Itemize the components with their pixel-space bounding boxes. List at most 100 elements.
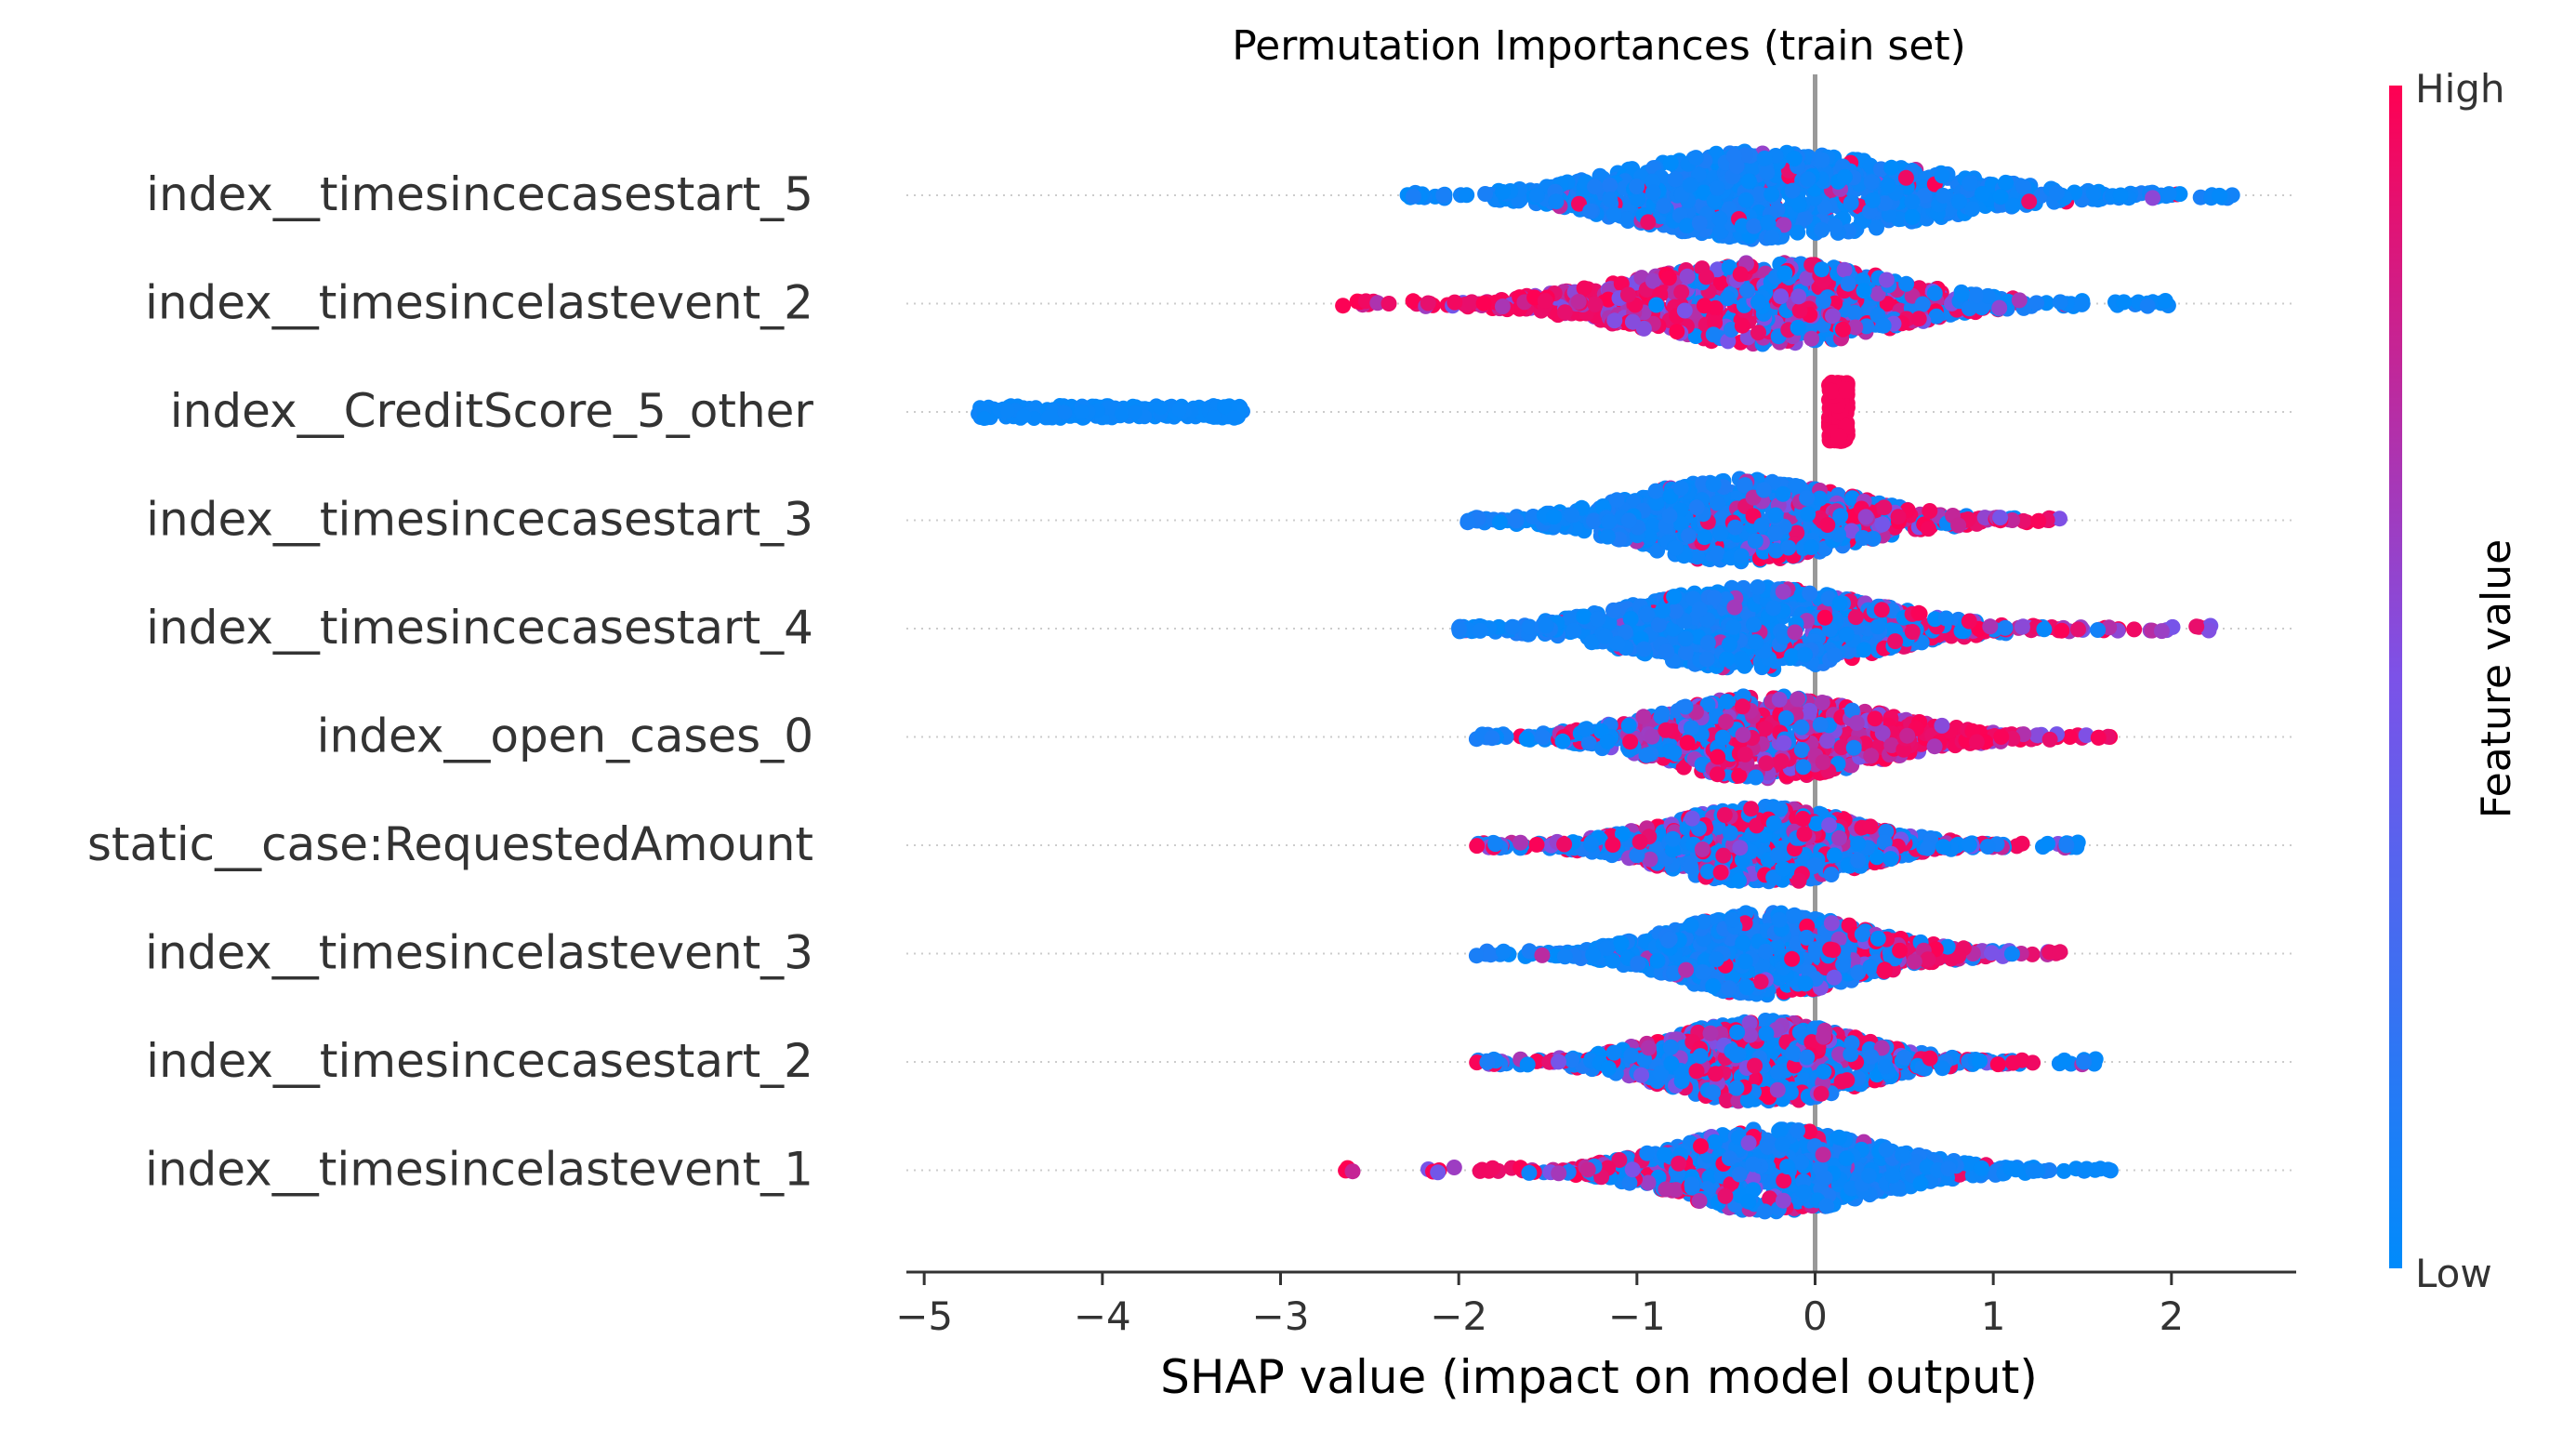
data-point [1856, 283, 1872, 298]
data-point [2086, 185, 2102, 201]
data-point [1865, 192, 1881, 208]
data-point [1698, 269, 1714, 285]
data-point [1998, 620, 2014, 636]
data-point [1447, 295, 1462, 311]
data-point [1790, 225, 1805, 241]
data-point [1991, 300, 2007, 316]
data-point [1645, 184, 1661, 200]
data-point [1668, 171, 1684, 187]
data-point [1938, 611, 1954, 627]
data-point [1681, 528, 1697, 544]
data-point [1855, 530, 1870, 546]
data-point [1832, 508, 1848, 524]
data-point [1661, 270, 1677, 285]
data-point [1658, 643, 1674, 659]
data-point [1773, 288, 1789, 304]
data-point [1760, 215, 1776, 231]
data-point [1905, 209, 1921, 225]
data-point [1720, 290, 1736, 306]
data-point [1898, 170, 1914, 186]
data-point [1677, 303, 1693, 319]
data-point [1476, 296, 1492, 312]
data-point [1848, 609, 1864, 625]
data-point [1905, 194, 1921, 210]
data-point [1780, 540, 1796, 556]
data-point [1998, 175, 2014, 191]
data-point [1756, 483, 1772, 498]
data-point [1764, 230, 1779, 245]
data-point [1495, 298, 1511, 314]
data-point [1668, 540, 1684, 556]
data-point [1750, 325, 1766, 340]
data-point [1790, 320, 1806, 336]
data-point [1663, 155, 1679, 171]
data-point [1673, 285, 1689, 300]
data-point [1759, 165, 1775, 180]
data-point [1839, 627, 1855, 643]
data-point [1839, 382, 1856, 399]
data-point [1794, 742, 1810, 758]
data-point [1790, 288, 1806, 304]
data-point [1639, 606, 1655, 622]
data-point [1535, 730, 1551, 746]
data-point [1733, 651, 1749, 667]
data-point [1754, 518, 1770, 534]
data-point [1887, 633, 1903, 649]
data-point [1706, 326, 1722, 342]
data-point [1582, 204, 1598, 219]
data-point [1609, 492, 1625, 508]
data-point [1785, 183, 1801, 199]
data-point [1605, 603, 1621, 618]
data-point [1495, 184, 1511, 200]
data-point [2140, 298, 2156, 314]
data-point [1651, 617, 1667, 633]
data-point [1207, 410, 1222, 425]
data-point [1876, 499, 1892, 515]
data-point [1075, 404, 1090, 419]
data-point [1748, 533, 1764, 549]
feature-points [1451, 579, 2218, 677]
data-point [1519, 731, 1535, 747]
data-point [1492, 514, 1508, 530]
data-point [1697, 529, 1712, 545]
data-point [1800, 506, 1816, 522]
data-point [1669, 324, 1684, 339]
data-point [1843, 195, 1859, 211]
chart-title: Permutation Importances (train set) [1232, 22, 1966, 70]
data-point [1962, 176, 1977, 192]
data-point [1335, 298, 1351, 313]
data-point [1777, 265, 1792, 281]
data-point [1856, 642, 1872, 657]
data-point [1827, 647, 1843, 663]
data-point [1954, 286, 1970, 302]
data-point [1726, 600, 1742, 616]
data-point [1725, 619, 1741, 635]
grid-lines [906, 195, 2296, 1171]
data-point [2145, 190, 2160, 206]
data-point [1727, 520, 1743, 536]
data-point [1819, 517, 1835, 533]
data-point [1765, 601, 1781, 617]
data-point [1710, 496, 1725, 511]
data-point [1546, 509, 1562, 524]
data-point [1381, 296, 1397, 312]
data-point [1776, 584, 1791, 600]
data-point [1707, 590, 1723, 605]
data-point [1655, 603, 1671, 618]
data-point [1814, 222, 1830, 238]
data-point [1847, 305, 1863, 321]
data-point [977, 411, 992, 426]
data-point [1864, 174, 1880, 190]
data-point [1803, 331, 1819, 347]
data-point [1601, 514, 1617, 530]
data-point [1787, 625, 1803, 641]
data-point [1435, 188, 1451, 204]
data-point [1791, 197, 1807, 213]
data-point [1217, 399, 1232, 414]
data-point [1529, 188, 1545, 204]
data-point [1741, 174, 1757, 190]
data-point [1830, 429, 1847, 445]
data-point [1835, 322, 1851, 338]
